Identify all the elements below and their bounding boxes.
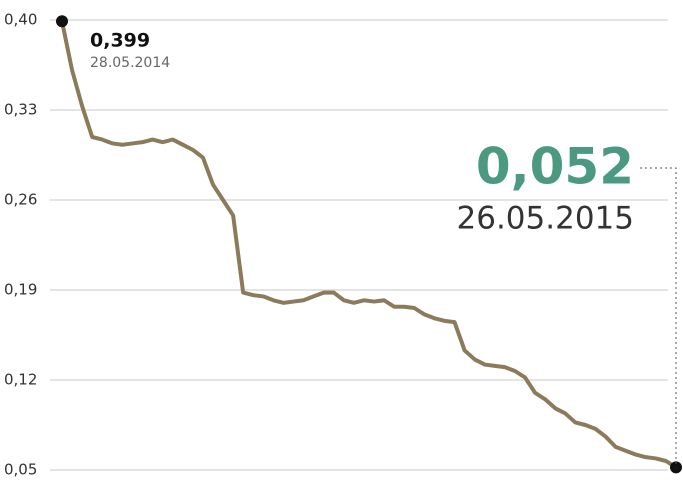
- y-tick-label: 0,05: [4, 461, 37, 479]
- annotation-value: 0,052: [476, 138, 634, 196]
- y-tick-label: 0,40: [4, 11, 37, 29]
- end-dot: [56, 15, 68, 28]
- annotation-date: 28.05.2014: [90, 55, 170, 71]
- y-tick-label: 0,19: [4, 281, 37, 299]
- annotation-value: 0,399: [90, 30, 150, 52]
- y-tick-label: 0,26: [4, 191, 37, 209]
- y-tick-label: 0,12: [4, 371, 37, 389]
- leader-line: [640, 167, 677, 468]
- y-tick-label: 0,33: [4, 101, 37, 119]
- line: [60, 20, 678, 470]
- annotation-date: 26.05.2015: [457, 201, 635, 237]
